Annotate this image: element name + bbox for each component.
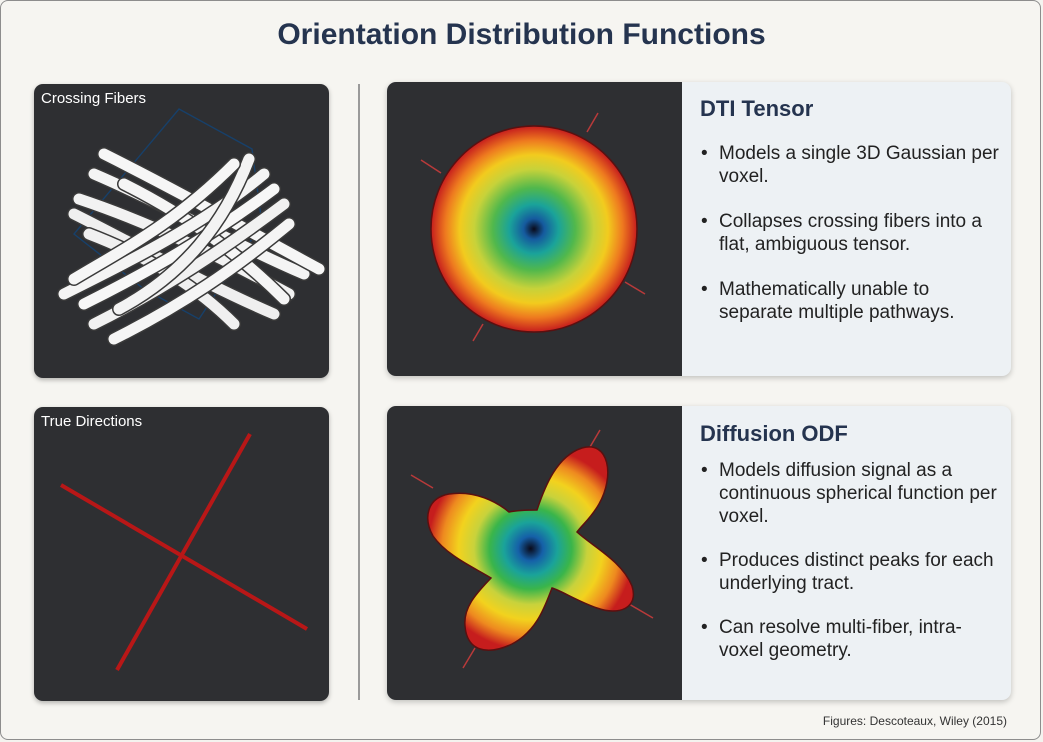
bullet-item: Mathematically unable to separate multip… xyxy=(700,278,1003,324)
dti-tensor-image xyxy=(387,82,682,376)
true-directions-label: True Directions xyxy=(41,413,143,430)
odf-axis-tick xyxy=(410,474,434,489)
fiber-family-b xyxy=(57,152,296,346)
dti-tensor-glyph xyxy=(420,112,646,342)
dti-axis-tick xyxy=(624,281,646,295)
diffusion-odf-heading: Diffusion ODF xyxy=(700,421,848,446)
voxel-outline xyxy=(72,108,263,320)
dti-axis-tick xyxy=(420,159,442,174)
diffusion-odf-card: Diffusion ODF Models diffusion signal as… xyxy=(387,406,1011,700)
true-directions-illustration xyxy=(59,433,309,671)
bullet-item: Produces distinct peaks for each underly… xyxy=(700,549,1003,595)
bullet-item: Models diffusion signal as a continuous … xyxy=(700,459,1003,528)
bullet-item: Can resolve multi-fiber, intra-voxel geo… xyxy=(700,616,1003,662)
direction-line-1 xyxy=(59,483,309,631)
odf-surface xyxy=(427,446,635,651)
crossing-fibers-label: Crossing Fibers xyxy=(41,90,147,107)
dti-tensor-bullets: Models a single 3D Gaussian per voxel. C… xyxy=(700,142,1003,324)
figure-source-caption: Figures: Descoteaux, Wiley (2015) xyxy=(822,714,1007,728)
true-directions-panel: True Directions xyxy=(34,407,329,701)
diffusion-odf-bullets: Models diffusion signal as a continuous … xyxy=(700,459,1003,662)
bullet-item: Models a single 3D Gaussian per voxel. xyxy=(700,142,1003,188)
dti-ellipsoid xyxy=(430,125,638,333)
crossing-fibers-panel: Crossing Fibers xyxy=(34,84,329,378)
dti-tensor-card: DTI Tensor Models a single 3D Gaussian p… xyxy=(387,82,1011,376)
odf-axis-tick xyxy=(628,603,654,619)
page-title: Orientation Distribution Functions xyxy=(277,18,766,51)
fiber-bundle xyxy=(57,147,326,346)
bullet-item: Collapses crossing fibers into a flat, a… xyxy=(700,210,1003,256)
direction-line-2 xyxy=(115,433,252,671)
dti-tensor-heading: DTI Tensor xyxy=(700,96,814,121)
diffusion-odf-text: Diffusion ODF Models diffusion signal as… xyxy=(700,406,1003,683)
diffusion-odf-image xyxy=(387,406,682,700)
odf-axis-tick xyxy=(462,647,476,669)
vertical-divider xyxy=(358,84,360,700)
diffusion-odf-glyph xyxy=(410,429,654,669)
dti-tensor-text: DTI Tensor Models a single 3D Gaussian p… xyxy=(700,82,1003,346)
odf-axis-tick xyxy=(589,429,601,448)
crossing-fibers-illustration xyxy=(57,108,326,346)
dti-axis-tick xyxy=(586,112,599,133)
dti-axis-tick xyxy=(472,323,484,342)
